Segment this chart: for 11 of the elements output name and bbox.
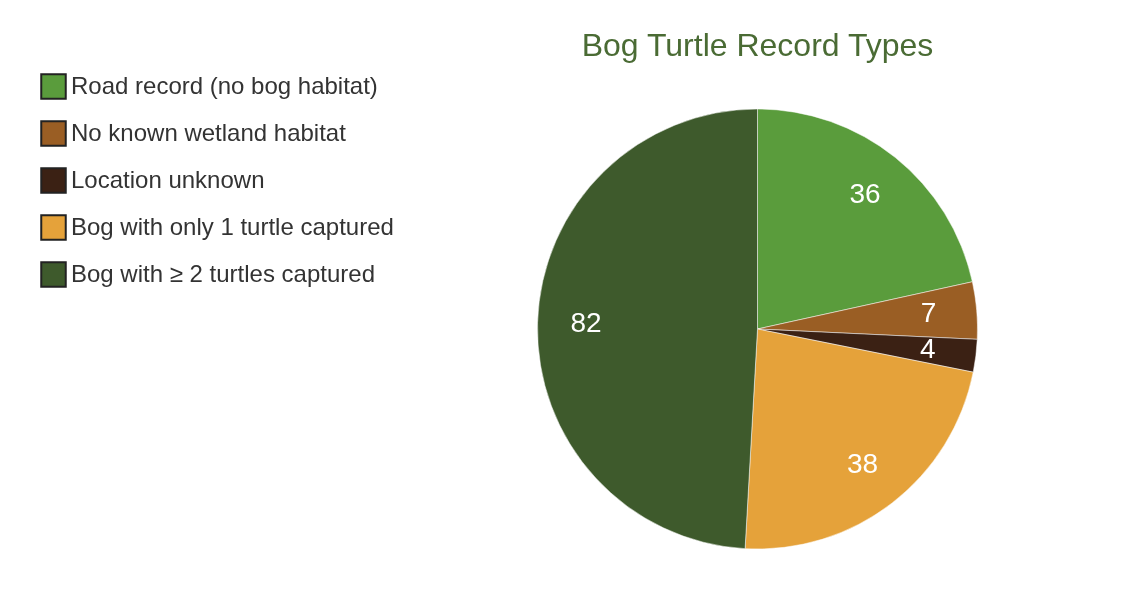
chart-title: Bog Turtle Record Types [581,27,934,63]
legend-label: Bog with ≥ 2 turtles captured [71,259,375,287]
data-label: 4 [920,332,936,364]
data-label: 36 [849,178,881,210]
legend-label: Location unknown [71,165,265,193]
legend-label: No known wetland habitat [71,118,347,146]
data-label: 7 [920,297,937,329]
legend-label: Road record (no bog habitat) [71,71,378,99]
data-label: 82 [570,307,602,339]
data-label: 38 [846,447,879,479]
legend-label: Bog with only 1 turtle captured [71,212,394,240]
